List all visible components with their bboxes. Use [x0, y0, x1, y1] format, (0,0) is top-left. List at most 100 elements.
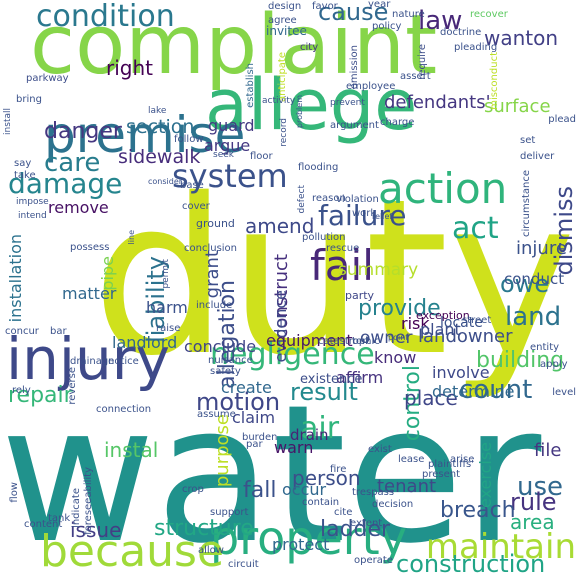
word-bar: bar [50, 326, 67, 337]
word-plaintiffs-: plaintiffs' [428, 459, 474, 470]
word-parkway: parkway [26, 73, 69, 84]
word-land: land [505, 302, 562, 332]
word-dismiss: dismiss [550, 186, 576, 276]
word-conclusion: conclusion [184, 243, 238, 254]
word-decision: decision [372, 499, 414, 510]
word-prevent: prevent [330, 98, 365, 108]
word-consider: consider [148, 177, 183, 186]
word-arise: arise [450, 454, 475, 465]
word-protect: protect [272, 535, 330, 554]
word-building: building [476, 348, 565, 373]
word-rely: rely [12, 385, 31, 396]
word-reverse: reverse [67, 367, 78, 405]
word-allege: allege [205, 64, 418, 146]
word-create: create [221, 378, 272, 397]
word-assert: assert [400, 71, 431, 82]
word-risk: risk [401, 314, 430, 333]
word-sidewalk: sidewalk [118, 146, 201, 168]
word-equipment: equipment [266, 331, 353, 350]
word-trespass: trespass [352, 487, 395, 498]
word-cause: cause [318, 0, 389, 26]
word-assume: assume [197, 409, 236, 420]
word-omission: omission [349, 45, 360, 90]
word-tank: tank [48, 513, 71, 524]
word-say: say [14, 158, 32, 169]
word-maintain: maintain [425, 527, 576, 567]
word-result: result [290, 378, 358, 406]
word-year: year [368, 0, 391, 10]
word-catastrophic: catastrophic [318, 336, 380, 347]
word-operate: operate [354, 555, 393, 566]
word-involve: involve [432, 363, 490, 382]
word-air: air [300, 411, 340, 446]
word-impose: impose [16, 197, 49, 207]
word-use: use [517, 472, 564, 502]
word-structure: structure [154, 516, 254, 541]
word-follow: follow [174, 134, 204, 145]
word-surface: surface [484, 96, 551, 117]
word-point: point [388, 333, 409, 342]
word-relief: relief [372, 212, 393, 221]
word-construction: construction [396, 550, 546, 576]
word-contain: contain [302, 497, 340, 508]
word-seek: seek [213, 150, 234, 160]
word-invitee: invitee [266, 24, 307, 38]
word-misconduct: misconduct [489, 52, 500, 110]
word-affirm: affirm [336, 368, 384, 387]
word-base: base [180, 180, 204, 191]
word-anticipate: anticipate [277, 52, 288, 102]
word-count: count [459, 375, 533, 405]
word-cite: cite [334, 507, 353, 518]
word-floor: floor [250, 151, 273, 162]
word-problem: problem [295, 95, 304, 129]
word-file: file [534, 440, 562, 461]
word-know: know [374, 348, 417, 367]
word-defect: defect [297, 185, 307, 214]
word-exception: exception [416, 309, 470, 322]
word-line: line [127, 230, 136, 245]
word-section: section [126, 116, 195, 138]
word-locate: locate [440, 315, 483, 331]
word-policy: policy [372, 21, 402, 32]
word-complaint: complaint [30, 0, 438, 93]
word-plant: plant [420, 320, 461, 339]
word-warn: warn [274, 438, 314, 457]
word-favor: favor [312, 1, 338, 12]
word-connection: connection [96, 404, 152, 415]
word-circumstance: circumstance [521, 170, 532, 237]
word-support: support [210, 507, 249, 518]
word-set: set [520, 135, 536, 146]
word-flow: flow [9, 482, 20, 503]
word-system: system [172, 157, 288, 195]
word-matter: matter [62, 284, 117, 303]
word-bring: bring [16, 94, 42, 105]
word-existence: existence [300, 372, 363, 387]
word-provide: provide [358, 296, 441, 321]
word-remove: remove [48, 198, 109, 217]
word-landlord: landlord [112, 333, 178, 352]
word-exist: exist [368, 444, 392, 455]
word-nature: nature [392, 9, 425, 20]
word-extent: extent [350, 518, 383, 529]
word-flooding: flooding [298, 162, 339, 173]
word-right: right [106, 56, 153, 80]
word-breach: breach [440, 498, 516, 523]
word-intend: intend [18, 211, 47, 221]
word-duty: duty [91, 152, 576, 403]
word-level: level [552, 387, 576, 398]
word-evidence: evidence [271, 290, 290, 363]
word-conclude: conclude [184, 337, 257, 356]
word-rule: rule [510, 488, 557, 516]
word-require: require [417, 44, 428, 80]
word-water: water [0, 364, 542, 576]
word-action: action [378, 164, 508, 213]
word-city: city [300, 42, 319, 53]
word-present: present [422, 469, 461, 480]
word-purpose: purpose [212, 414, 233, 488]
word-negligence: negligence [210, 337, 375, 372]
word-install: install [3, 108, 13, 135]
word-recover: recover [470, 9, 508, 20]
word-party: party [345, 289, 375, 302]
word-indicate: indicate [71, 488, 82, 528]
word-circuit: circuit [228, 559, 259, 570]
